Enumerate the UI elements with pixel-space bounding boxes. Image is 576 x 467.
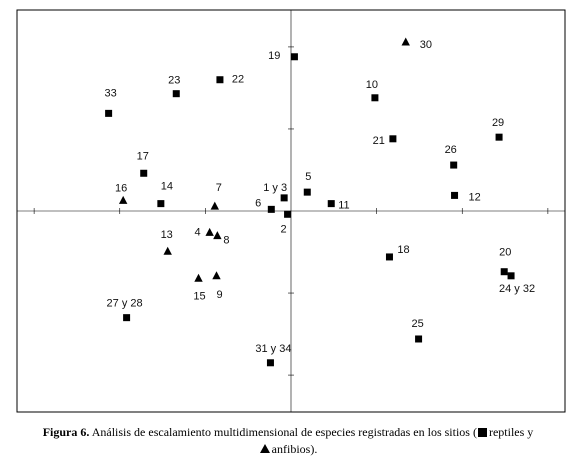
amphibian-point (212, 271, 221, 280)
point-label: 29 (492, 117, 504, 129)
point-label: 16 (115, 182, 127, 194)
point-label: 26 (445, 144, 457, 156)
amphibian-triangle-icon (259, 444, 270, 453)
point-label: 5 (305, 171, 311, 183)
reptile-point (507, 272, 515, 280)
reptile-point (495, 133, 503, 141)
point-label: 33 (104, 87, 116, 99)
point-label: 14 (161, 181, 173, 193)
amphibian-point (194, 273, 203, 282)
caption-text: Análisis de escalamiento multidimensiona… (89, 425, 477, 439)
point-label: 4 (195, 226, 201, 238)
point-label: 12 (469, 191, 481, 203)
point-label: 15 (193, 290, 205, 302)
reptile-point (303, 188, 311, 196)
reptile-square-icon (477, 428, 487, 437)
point-label: 30 (420, 39, 432, 51)
reptile-point (415, 335, 423, 343)
point-label: 2 (281, 223, 287, 235)
point-label: 10 (366, 79, 378, 91)
axis-ticks (33, 46, 549, 376)
caption-reptiles: reptiles y (488, 425, 534, 439)
reptile-point (451, 191, 459, 199)
reptile-point (280, 194, 288, 202)
reptile-point (450, 161, 458, 169)
point-label: 22 (232, 74, 244, 86)
data-points: 19 22 23 33 10 21 29 26 12 17 14 1 y 3 5 6 2 11 18 20 24 y… (104, 37, 535, 367)
amphibian-point (163, 246, 172, 255)
point-label: 6 (255, 197, 261, 209)
point-label: 25 (411, 318, 423, 330)
amphibian-point (401, 37, 410, 46)
point-label: 1 y 3 (263, 182, 287, 194)
amphibian-point (118, 195, 128, 204)
reptile-point (284, 210, 292, 218)
reptile-point (157, 200, 165, 208)
reptile-point (327, 200, 335, 208)
point-label: 19 (268, 50, 280, 62)
reptile-point (385, 253, 393, 261)
point-label: 11 (338, 200, 349, 212)
point-label: 8 (223, 235, 229, 247)
point-label: 7 (216, 182, 222, 194)
point-label: 21 (373, 135, 385, 147)
point-label: 27 y 28 (107, 298, 143, 310)
mds-scatter-plot: 19 22 23 33 10 21 29 26 12 17 14 1 y 3 5 6 2 11 18 20 24 y… (16, 9, 566, 413)
reptile-point (140, 169, 148, 177)
point-label: 9 (216, 289, 222, 301)
point-label: 24 y 32 (499, 283, 535, 295)
reptile-point (267, 205, 275, 213)
point-label: 17 (137, 150, 149, 162)
amphibian-point (210, 201, 219, 210)
amphibian-point (205, 227, 214, 236)
caption-figure-label: Figura 6. (42, 425, 90, 439)
reptile-point (389, 135, 397, 143)
reptile-point (105, 109, 113, 117)
point-label: 18 (397, 244, 409, 256)
point-label: 31 y 34 (255, 343, 291, 355)
figure-caption: Figura 6. Análisis de escalamiento multi… (0, 424, 576, 458)
reptile-point (172, 90, 180, 98)
reptile-point (500, 268, 508, 276)
reptile-point (266, 359, 274, 367)
reptile-point (123, 314, 131, 322)
amphibian-point (213, 231, 222, 240)
reptile-point (371, 94, 379, 102)
caption-anfibios: anfibios). (271, 442, 318, 456)
point-label: 13 (161, 229, 173, 241)
point-label: 23 (168, 75, 180, 87)
point-label: 20 (499, 247, 511, 259)
reptile-point (290, 53, 298, 61)
reptile-point (216, 76, 224, 84)
